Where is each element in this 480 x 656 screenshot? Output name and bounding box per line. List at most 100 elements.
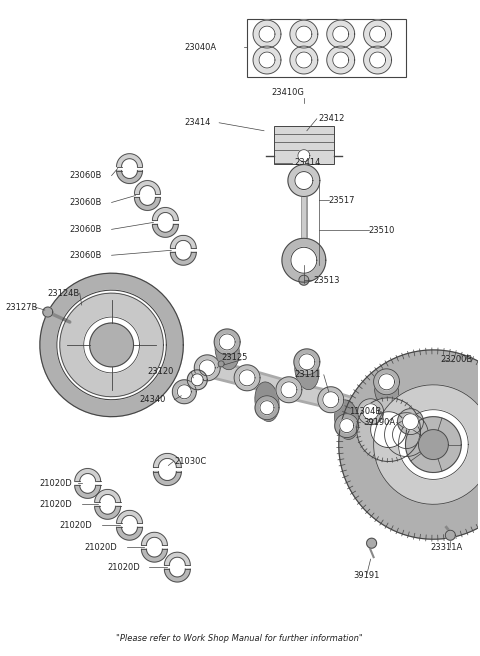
Text: 23060B: 23060B [70, 251, 102, 260]
Text: 24340: 24340 [140, 395, 166, 404]
Polygon shape [296, 26, 312, 42]
Polygon shape [164, 552, 190, 565]
Polygon shape [299, 354, 315, 370]
Ellipse shape [295, 350, 319, 390]
Polygon shape [335, 414, 359, 438]
Polygon shape [218, 361, 224, 367]
Polygon shape [194, 355, 220, 380]
Text: 23060B: 23060B [70, 171, 102, 180]
Polygon shape [403, 414, 419, 430]
Polygon shape [419, 430, 448, 459]
Polygon shape [406, 417, 461, 472]
Polygon shape [393, 420, 420, 449]
Polygon shape [142, 549, 168, 562]
Polygon shape [170, 236, 196, 249]
Polygon shape [117, 154, 143, 167]
Text: 23040A: 23040A [184, 43, 216, 52]
Polygon shape [153, 207, 179, 220]
Text: 23125: 23125 [221, 354, 248, 362]
Polygon shape [192, 374, 203, 386]
Polygon shape [276, 377, 302, 403]
Text: 21020D: 21020D [108, 563, 140, 571]
Polygon shape [90, 323, 133, 367]
Polygon shape [367, 538, 377, 548]
Polygon shape [398, 410, 468, 480]
Polygon shape [154, 453, 181, 467]
Polygon shape [43, 307, 53, 317]
Polygon shape [327, 46, 355, 74]
Polygon shape [299, 276, 309, 285]
Polygon shape [75, 468, 101, 482]
Polygon shape [298, 150, 310, 161]
Text: 23124B: 23124B [48, 289, 80, 298]
Text: 23127B: 23127B [5, 302, 37, 312]
Text: 23513: 23513 [314, 276, 340, 285]
Text: 23111: 23111 [294, 371, 320, 379]
Polygon shape [259, 26, 275, 42]
Polygon shape [57, 290, 167, 400]
Polygon shape [318, 387, 344, 413]
Text: 21020D: 21020D [60, 521, 93, 530]
Polygon shape [281, 382, 297, 398]
Text: 23120: 23120 [147, 367, 174, 377]
Polygon shape [296, 52, 312, 68]
Polygon shape [282, 238, 326, 282]
Polygon shape [364, 20, 392, 48]
Polygon shape [84, 317, 140, 373]
Polygon shape [153, 224, 179, 237]
Polygon shape [340, 419, 354, 432]
Polygon shape [117, 527, 143, 540]
Polygon shape [142, 532, 168, 545]
Text: 23517: 23517 [329, 196, 355, 205]
Ellipse shape [335, 400, 359, 440]
Polygon shape [290, 46, 318, 74]
Polygon shape [154, 472, 181, 485]
Text: 23410G: 23410G [271, 89, 304, 97]
Polygon shape [384, 413, 428, 457]
Polygon shape [234, 365, 260, 391]
Text: 21020D: 21020D [84, 543, 118, 552]
Polygon shape [253, 46, 281, 74]
Polygon shape [357, 398, 420, 461]
Polygon shape [134, 197, 160, 211]
Polygon shape [219, 334, 235, 350]
Text: 23414: 23414 [184, 118, 211, 127]
Text: "Please refer to Work Shop Manual for further information": "Please refer to Work Shop Manual for fu… [116, 634, 362, 644]
Polygon shape [40, 273, 183, 417]
Polygon shape [199, 360, 215, 376]
Polygon shape [397, 409, 423, 434]
Polygon shape [95, 489, 120, 502]
Polygon shape [288, 165, 320, 197]
Polygon shape [134, 180, 160, 194]
Polygon shape [363, 403, 379, 420]
Polygon shape [323, 392, 339, 407]
Polygon shape [370, 26, 385, 42]
Polygon shape [95, 506, 120, 519]
Text: 23200B: 23200B [440, 356, 473, 364]
Text: 23412: 23412 [319, 114, 345, 123]
Polygon shape [294, 349, 320, 375]
Polygon shape [358, 399, 384, 424]
Polygon shape [117, 171, 143, 184]
Text: 11304B: 11304B [348, 407, 381, 416]
Polygon shape [164, 569, 190, 582]
Text: 23414: 23414 [294, 158, 320, 167]
Text: 39190A: 39190A [364, 418, 396, 427]
Polygon shape [295, 172, 313, 190]
Polygon shape [364, 46, 392, 74]
Polygon shape [60, 293, 163, 397]
Text: 39191: 39191 [354, 571, 380, 579]
Polygon shape [117, 510, 143, 523]
Polygon shape [172, 380, 196, 403]
Polygon shape [373, 369, 399, 395]
Polygon shape [371, 412, 407, 447]
Polygon shape [239, 370, 255, 386]
Polygon shape [327, 20, 355, 48]
Polygon shape [75, 485, 101, 499]
Text: 23060B: 23060B [70, 225, 102, 234]
Polygon shape [253, 20, 281, 48]
Polygon shape [290, 20, 318, 48]
Text: 23510: 23510 [369, 226, 395, 235]
Polygon shape [373, 385, 480, 504]
Polygon shape [255, 396, 279, 420]
